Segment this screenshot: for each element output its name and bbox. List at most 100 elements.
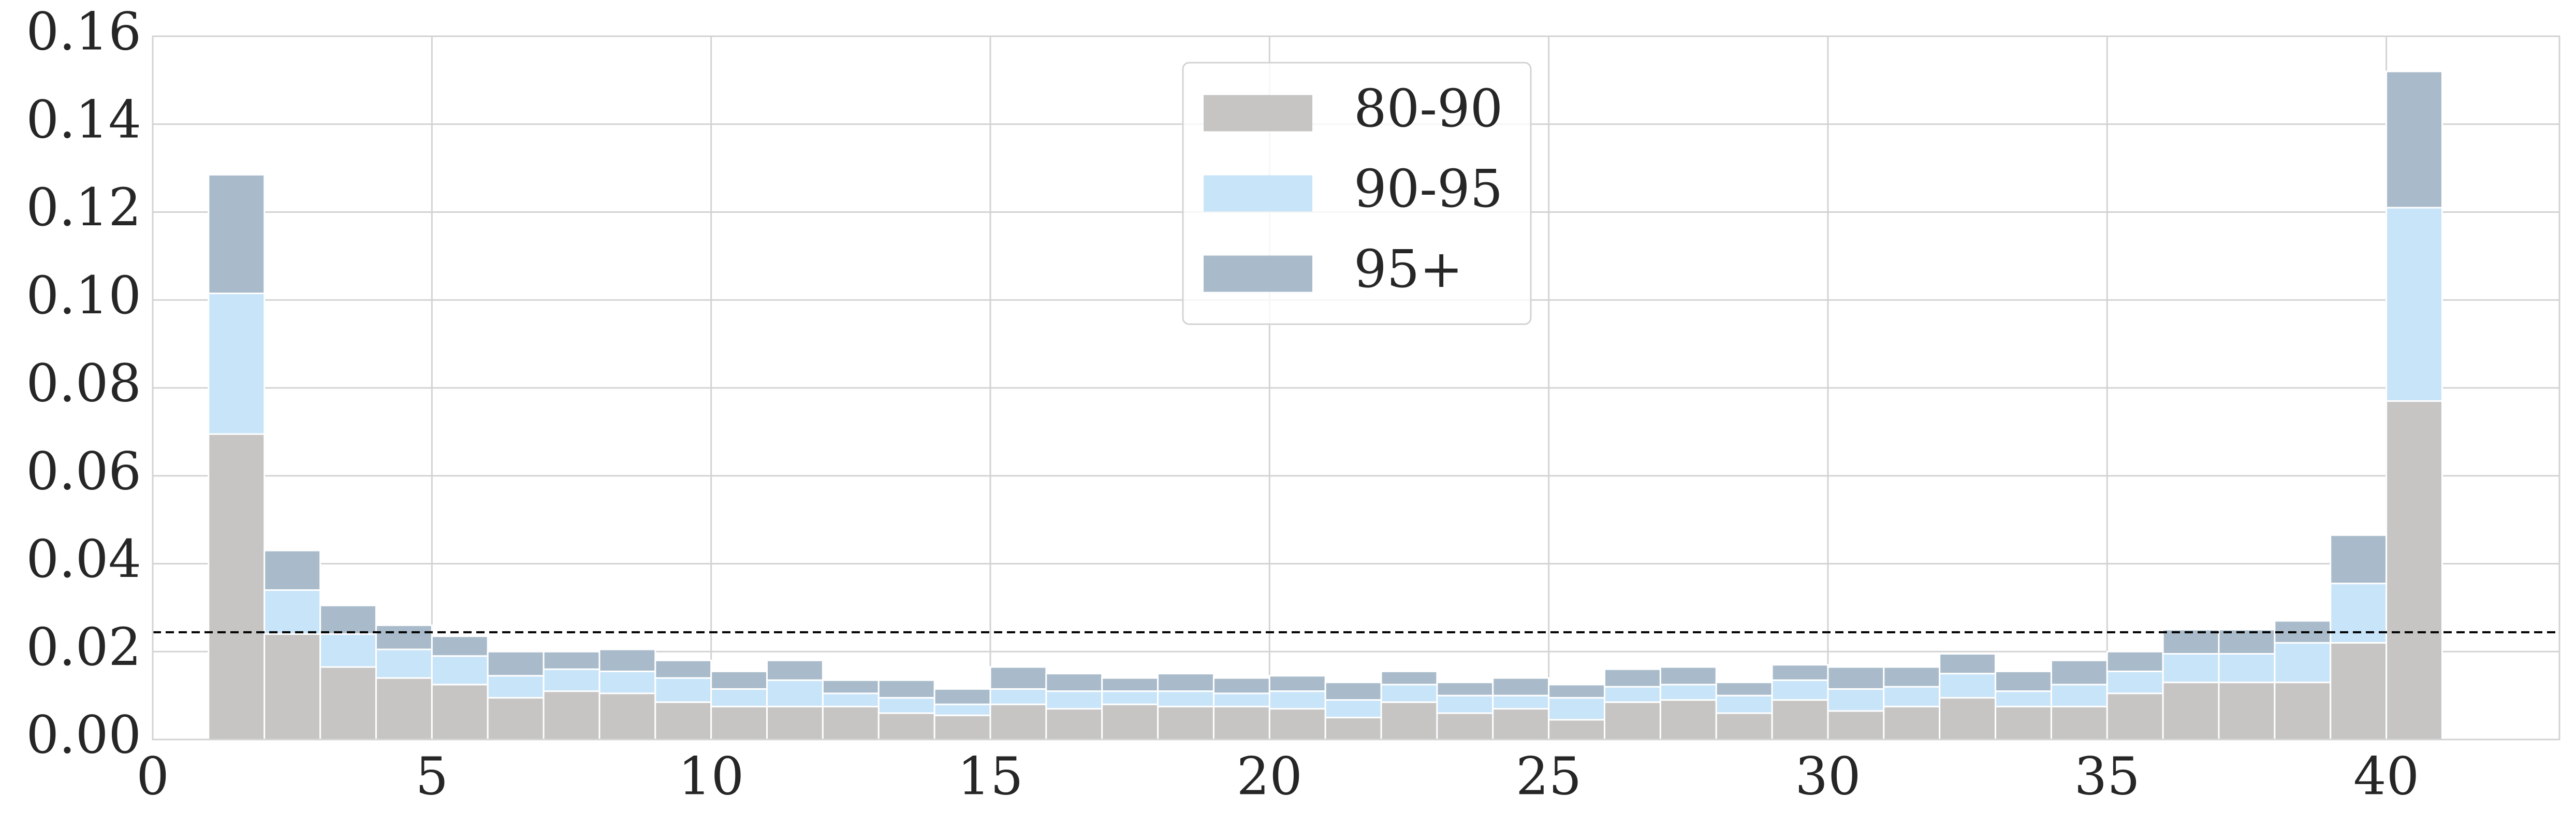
y-tick-label: 0.08 (26, 353, 141, 414)
legend-label: 90-95 (1354, 158, 1503, 219)
histogram-bar (2050, 705, 2108, 741)
legend-label: 80-90 (1354, 78, 1503, 139)
histogram-bar (766, 705, 824, 741)
histogram-bar (1604, 701, 1661, 741)
histogram-bar (2218, 682, 2276, 741)
histogram-bar (1715, 682, 1773, 697)
histogram-bar (2050, 684, 2108, 707)
x-tick-label: 10 (678, 746, 744, 807)
histogram-bar (208, 293, 266, 435)
legend-swatch (1204, 255, 1312, 292)
histogram-bar (264, 549, 321, 591)
histogram-bar (1995, 670, 2052, 692)
histogram-bar (2162, 653, 2220, 684)
y-tick-label: 0.12 (26, 177, 141, 238)
histogram-bar (1212, 677, 1270, 694)
histogram-bar (431, 635, 489, 657)
histogram-bar (2218, 653, 2276, 684)
legend: 80-90 90-95 95+ (1182, 62, 1532, 325)
histogram-bar (1436, 712, 1494, 741)
histogram-bar (1045, 673, 1103, 692)
histogram-bar (2106, 650, 2164, 672)
y-tick-label: 0.10 (26, 265, 141, 326)
x-tick-label: 20 (1237, 746, 1302, 807)
histogram-bar (1659, 699, 1717, 741)
y-tick-label: 0.00 (26, 705, 141, 765)
histogram-bar (2385, 207, 2443, 402)
histogram-bar (2385, 400, 2443, 741)
histogram-bar (598, 670, 656, 694)
histogram-bar (1268, 708, 1326, 741)
histogram-bar (487, 697, 545, 741)
histogram-bar (1827, 710, 1885, 741)
histogram-bar (710, 688, 768, 707)
x-tick-label: 0 (136, 746, 169, 807)
histogram-bar (2330, 534, 2388, 585)
y-tick-label: 0.02 (26, 617, 141, 677)
histogram-bar (431, 684, 489, 741)
histogram-bar (375, 624, 433, 650)
x-tick-label: 15 (957, 746, 1023, 807)
histogram-bar (598, 648, 656, 672)
histogram-bar (2106, 670, 2164, 694)
histogram-bar (1492, 694, 1550, 710)
histogram-bar (766, 679, 824, 707)
x-tick-label: 30 (1795, 746, 1861, 807)
histogram-bar (1212, 692, 1270, 707)
histogram-bar (543, 690, 601, 741)
histogram-bar (208, 173, 266, 295)
histogram-bar (1939, 653, 1997, 675)
y-tick-label: 0.14 (26, 89, 141, 150)
histogram-bar (989, 666, 1047, 690)
histogram-bar (375, 677, 433, 741)
histogram-bar (1157, 705, 1214, 741)
histogram-bar (431, 655, 489, 686)
histogram-bar (1492, 677, 1550, 697)
y-tick-label: 0.16 (26, 2, 141, 62)
histogram-bar (1045, 690, 1103, 710)
histogram-bar (1604, 668, 1661, 688)
legend-swatch (1204, 175, 1312, 212)
histogram-bar (1827, 688, 1885, 712)
histogram-bar (1604, 686, 1661, 703)
histogram-bar (654, 659, 712, 679)
histogram-bar (1883, 705, 1941, 741)
histogram-bar (654, 677, 712, 703)
histogram-bar (1548, 684, 1606, 699)
histogram-bar (319, 604, 377, 635)
histogram-bar (1101, 703, 1159, 741)
histogram-bar (487, 650, 545, 677)
histogram-bar (1101, 677, 1159, 692)
histogram-bar (1324, 717, 1382, 741)
histogram-bar (1939, 697, 1997, 741)
histogram-bar (1827, 666, 1885, 690)
histogram-bar (1883, 686, 1941, 707)
histogram-bar (1995, 690, 2052, 707)
histogram-bar (1268, 690, 1326, 710)
histogram-bar (877, 712, 935, 741)
histogram-bar (375, 648, 433, 679)
histogram-bar (1715, 694, 1773, 714)
histogram-bar (2162, 682, 2220, 741)
histogram-bar (543, 650, 601, 670)
histogram-bar (766, 659, 824, 681)
histogram-bar (2274, 642, 2332, 684)
histogram-bar (822, 705, 880, 741)
legend-swatch (1204, 95, 1312, 132)
histogram-bar (1939, 673, 1997, 699)
y-tick-label: 0.04 (26, 529, 141, 589)
histogram-bar (989, 703, 1047, 741)
histogram-bar (1380, 684, 1438, 703)
histogram-bar (1548, 719, 1606, 741)
plot-border (152, 35, 2560, 741)
x-tick-label: 25 (1516, 746, 1582, 807)
histogram-bar (319, 666, 377, 741)
histogram-bar (2330, 642, 2388, 741)
histogram-bar (710, 670, 768, 690)
histogram-bar (822, 692, 880, 707)
histogram-bar (2385, 70, 2443, 209)
histogram-bar (822, 679, 880, 694)
histogram-bar (989, 688, 1047, 705)
